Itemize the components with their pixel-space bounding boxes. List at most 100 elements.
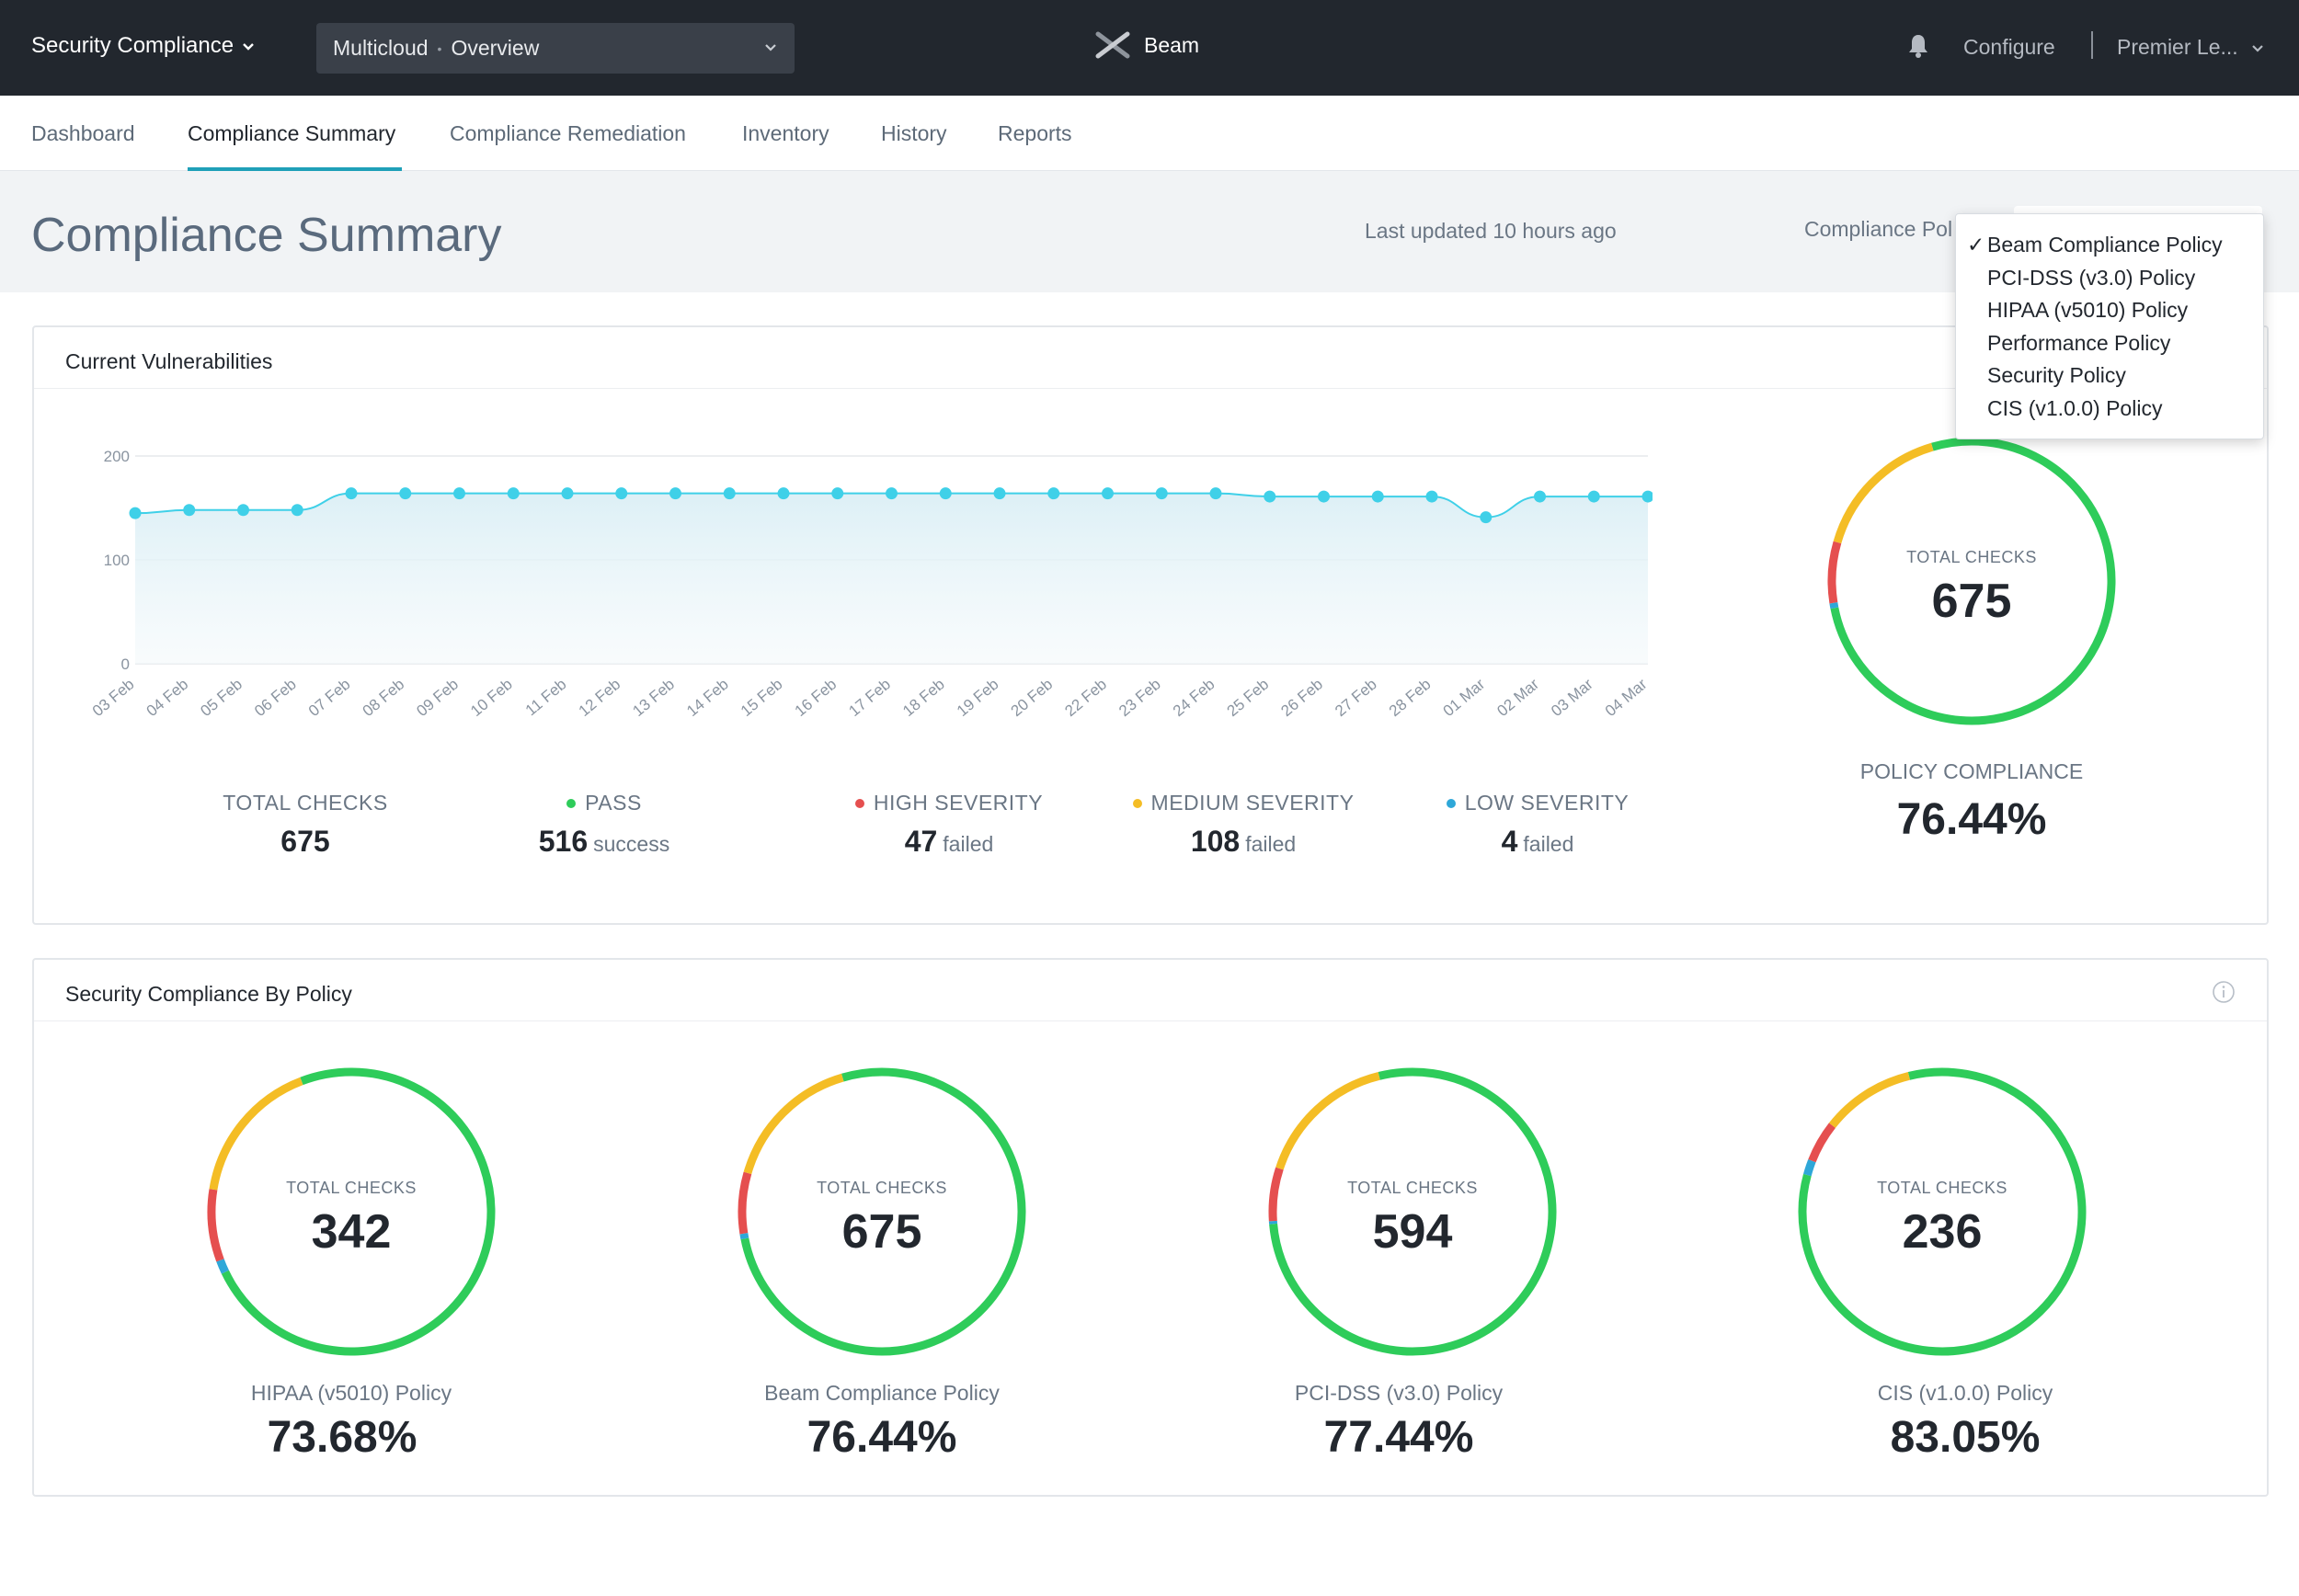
data-point[interactable] xyxy=(669,487,681,500)
data-point[interactable] xyxy=(1371,490,1384,503)
data-point[interactable] xyxy=(723,487,736,500)
stat-value: 47 failed xyxy=(904,825,994,858)
tab-compliance-summary[interactable]: Compliance Summary xyxy=(188,121,396,145)
x-tick-label: 18 Feb xyxy=(899,676,948,721)
data-point[interactable] xyxy=(1318,490,1330,503)
data-point[interactable] xyxy=(939,487,952,500)
data-point[interactable] xyxy=(129,507,142,519)
data-point[interactable] xyxy=(1641,490,1653,503)
donut-segment-pass xyxy=(1830,437,2116,725)
chevron-down-icon xyxy=(243,43,254,51)
data-point[interactable] xyxy=(291,504,303,517)
stat-low-severity: LOW SEVERITY 4 failed xyxy=(1395,791,1680,859)
x-tick-label: 03 Feb xyxy=(89,676,138,721)
tab-compliance-remediation[interactable]: Compliance Remediation xyxy=(450,121,686,145)
data-point[interactable] xyxy=(399,487,412,500)
x-tick-label: 25 Feb xyxy=(1224,676,1273,721)
data-point[interactable] xyxy=(1047,487,1060,500)
configure-link[interactable]: Configure xyxy=(1963,35,2055,59)
x-tick-label: 03 Mar xyxy=(1548,675,1596,720)
data-point[interactable] xyxy=(345,487,358,500)
user-menu[interactable]: Premier Le... xyxy=(2117,35,2266,60)
donut-chart xyxy=(1827,437,2116,725)
stat-label: MEDIUM SEVERITY xyxy=(1092,791,1395,815)
tab-dashboard[interactable]: Dashboard xyxy=(31,121,135,145)
stat-label: LOW SEVERITY xyxy=(1395,791,1680,815)
notifications-bell-icon[interactable] xyxy=(1907,33,1929,63)
app-switcher[interactable]: Security Compliance xyxy=(31,33,256,59)
stat-pass: PASS 516 success xyxy=(475,791,733,859)
policy-option[interactable]: HIPAA (v5010) Policy xyxy=(1987,298,2189,322)
compliance-by-policy-card: Security Compliance By Policy TOTAL CHEC… xyxy=(32,958,2269,1497)
data-point[interactable] xyxy=(615,487,628,500)
policy-name: CIS (v1.0.0) Policy xyxy=(1877,1381,2053,1405)
cis-donut: TOTAL CHECKS 236 xyxy=(1795,1065,2089,1359)
low-dot-icon xyxy=(1446,798,1456,808)
data-point[interactable] xyxy=(1425,490,1438,503)
stat-value: 675 xyxy=(280,825,330,858)
stat-value: 516 success xyxy=(538,825,670,858)
x-tick-label: 14 Feb xyxy=(683,676,732,721)
data-point[interactable] xyxy=(1264,490,1276,503)
data-point[interactable] xyxy=(1480,511,1493,524)
policy-percent: 77.44% xyxy=(1323,1413,1474,1462)
top-bar: Security Compliance Multicloud • Overvie… xyxy=(0,0,2299,96)
data-point[interactable] xyxy=(453,487,465,500)
data-point[interactable] xyxy=(1102,487,1114,500)
data-point[interactable] xyxy=(777,487,790,500)
donut-segment-high xyxy=(207,1189,224,1262)
data-point[interactable] xyxy=(1534,490,1546,503)
donut-segment-medium xyxy=(1275,1072,1380,1170)
policy-option[interactable]: ✓ Beam Compliance Policy xyxy=(1967,233,2223,256)
donut-segment-high xyxy=(1827,541,1842,604)
policy-option[interactable]: Performance Policy xyxy=(1987,330,2171,355)
data-point[interactable] xyxy=(183,504,196,517)
stat-total-checks: TOTAL CHECKS 675 xyxy=(181,791,429,859)
brand-name: Beam xyxy=(1144,32,1200,57)
donut-label: TOTAL CHECKS xyxy=(1347,1179,1478,1197)
data-point[interactable] xyxy=(237,504,249,517)
divider xyxy=(34,1020,2267,1021)
data-point[interactable] xyxy=(993,487,1006,500)
tab-reports[interactable]: Reports xyxy=(998,121,1072,145)
donut-segment-pass xyxy=(1798,1067,2087,1356)
donut-segment-low xyxy=(739,1233,749,1240)
x-tick-label: 17 Feb xyxy=(845,676,894,721)
donut-segment-medium xyxy=(209,1077,303,1191)
data-point[interactable] xyxy=(1209,487,1222,500)
donut-value: 594 xyxy=(1372,1205,1453,1259)
x-tick-label: 19 Feb xyxy=(954,676,1002,721)
high-dot-icon xyxy=(854,798,864,808)
data-point[interactable] xyxy=(561,487,574,500)
policy-option[interactable]: Security Policy xyxy=(1987,363,2126,387)
context-selector[interactable]: Multicloud • Overview xyxy=(316,23,795,74)
donut-segment-low xyxy=(216,1259,229,1274)
y-tick-label: 100 xyxy=(104,552,130,569)
beam-donut: TOTAL CHECKS 675 xyxy=(735,1065,1029,1359)
policy-name: PCI-DSS (v3.0) Policy xyxy=(1294,1381,1504,1405)
divider xyxy=(2091,31,2093,59)
data-point[interactable] xyxy=(831,487,844,500)
tab-inventory[interactable]: Inventory xyxy=(742,121,829,145)
chevron-down-icon xyxy=(765,44,776,51)
x-tick-label: 07 Feb xyxy=(305,676,354,721)
data-point[interactable] xyxy=(1155,487,1168,500)
tab-bar: Dashboard Compliance Summary Compliance … xyxy=(0,96,2299,171)
donut-segment-pass xyxy=(740,1067,1026,1356)
data-point[interactable] xyxy=(507,487,520,500)
y-tick-label: 200 xyxy=(104,448,130,465)
data-point[interactable] xyxy=(886,487,898,500)
policy-option[interactable]: CIS (v1.0.0) Policy xyxy=(1987,395,2163,420)
x-tick-label: 15 Feb xyxy=(738,676,786,721)
tab-history[interactable]: History xyxy=(881,121,947,145)
brand: Beam xyxy=(1094,31,1199,59)
data-point[interactable] xyxy=(1587,490,1600,503)
x-tick-label: 20 Feb xyxy=(1008,676,1057,721)
donut-value: 675 xyxy=(841,1205,922,1259)
last-updated: Last updated 10 hours ago xyxy=(1365,219,1617,243)
divider xyxy=(34,388,2267,389)
donut-segment-medium xyxy=(1833,442,1934,544)
stat-medium-severity: MEDIUM SEVERITY 108 failed xyxy=(1092,791,1395,859)
info-icon[interactable] xyxy=(2212,980,2236,1004)
policy-option[interactable]: PCI-DSS (v3.0) Policy xyxy=(1987,265,2196,290)
